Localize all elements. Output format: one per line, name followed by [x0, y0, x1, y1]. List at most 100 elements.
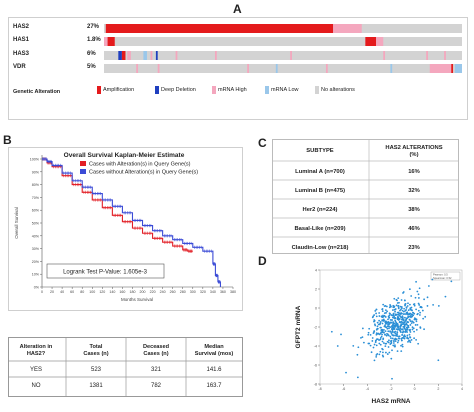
scatter-point	[401, 323, 404, 326]
scatter-point	[381, 340, 384, 343]
scatter-point	[409, 303, 411, 306]
scatter-point	[408, 315, 411, 318]
st-cell-1-2: 782	[151, 383, 162, 389]
scatter-point	[398, 320, 401, 323]
scatter-point	[406, 334, 409, 337]
scatter-point	[394, 316, 397, 319]
scatter-point	[395, 304, 398, 307]
scatter-point	[407, 313, 409, 316]
scatter-point	[416, 323, 419, 326]
scatter-point	[394, 310, 396, 313]
scatter-point	[402, 322, 405, 325]
scatter-point	[405, 309, 407, 311]
km-xtick-label: 60	[70, 290, 74, 294]
st-cell-0-0: YES	[30, 367, 42, 373]
scatter-point	[405, 306, 408, 309]
scatter-xtick-label: 4	[461, 387, 463, 391]
scatter-point	[391, 337, 394, 340]
scatter-point	[375, 344, 378, 347]
scatter-ylabel: GFPT2 mRNA	[295, 305, 302, 348]
scatter-point	[388, 339, 390, 342]
scatter-point	[413, 330, 415, 333]
km-ytick-label: 40%	[32, 234, 40, 238]
panel-label-a: A	[233, 2, 242, 16]
scatter-ytick-label: -2	[314, 325, 317, 329]
scatter-point	[384, 330, 387, 333]
scatter-point	[404, 328, 407, 331]
ct-cell-3-1: 46%	[408, 226, 420, 232]
scatter-point	[374, 341, 377, 344]
legend-swatch-4	[315, 86, 319, 94]
scatter-point	[392, 324, 394, 327]
scatter-point	[380, 331, 382, 334]
scatter-point	[415, 308, 417, 311]
scatter-point	[397, 337, 400, 340]
scatter-point	[384, 320, 387, 323]
scatter-point	[390, 339, 393, 342]
scatter-point	[418, 314, 421, 316]
scatter-point	[378, 339, 380, 341]
ct-header-1b: (%)	[409, 152, 418, 158]
scatter-point	[396, 331, 399, 334]
gene-pct-0: 27%	[87, 24, 100, 30]
scatter-point	[369, 333, 372, 336]
scatter-point	[383, 319, 385, 322]
scatter-point	[392, 314, 395, 317]
scatter-point	[395, 313, 398, 316]
km-ytick-label: 90%	[32, 170, 40, 174]
scatter-point	[375, 333, 378, 336]
scatter-point	[419, 305, 422, 308]
scatter-point	[362, 341, 365, 344]
scatter-point	[384, 324, 387, 327]
scatter-xlabel: HAS2 mRNA	[371, 398, 410, 405]
scatter-point	[437, 305, 440, 307]
scatter-point	[415, 320, 418, 323]
scatter-point	[391, 316, 394, 319]
scatter-point	[389, 318, 392, 321]
legend-swatch-2	[212, 86, 216, 94]
scatter-point	[408, 333, 411, 336]
scatter-point	[375, 355, 378, 358]
scatter-point	[401, 312, 403, 315]
scatter-point	[437, 359, 440, 362]
ct-header-1: HAS2 ALTERATIONS	[385, 145, 442, 151]
scatter-point	[410, 306, 413, 309]
scatter-point	[383, 314, 386, 317]
scatter-point	[379, 322, 382, 325]
scatter-point	[401, 318, 404, 321]
scatter-point	[393, 297, 396, 300]
scatter-point	[381, 322, 384, 325]
scatter-point	[373, 343, 376, 346]
km-ytick-label: 0%	[34, 286, 40, 290]
scatter-point	[409, 324, 412, 326]
st-cell-1-3: 163.7	[206, 383, 222, 389]
scatter-xtick-label: -6	[342, 387, 345, 391]
scatter-legend-0: Pearson: 0.5	[433, 273, 448, 277]
scatter-point	[400, 350, 403, 353]
km-xtick-label: 280	[180, 290, 186, 294]
track-seg-3-7	[451, 64, 454, 73]
scatter-point	[381, 347, 384, 350]
scatter-point	[374, 310, 377, 312]
km-ytick-label: 80%	[32, 183, 40, 187]
scatter-point	[381, 310, 384, 313]
scatter-point	[400, 328, 403, 331]
scatter-point	[399, 327, 402, 330]
km-ylabel: Overall Survival	[14, 207, 19, 239]
scatter-point	[393, 331, 396, 334]
scatter-point	[390, 341, 393, 344]
scatter-point	[411, 320, 413, 323]
scatter-point	[399, 326, 402, 328]
scatter-point	[380, 315, 383, 318]
scatter-point	[394, 344, 396, 347]
track-seg-2-7	[214, 51, 217, 60]
scatter-point	[398, 335, 400, 338]
scatter-point	[400, 344, 402, 347]
scatter-point	[401, 343, 404, 346]
scatter-point	[386, 327, 389, 330]
legend-label-4: No alterations	[321, 87, 355, 93]
scatter-point	[404, 304, 406, 307]
scatter-point	[373, 359, 376, 362]
track-seg-2-8	[290, 51, 292, 60]
